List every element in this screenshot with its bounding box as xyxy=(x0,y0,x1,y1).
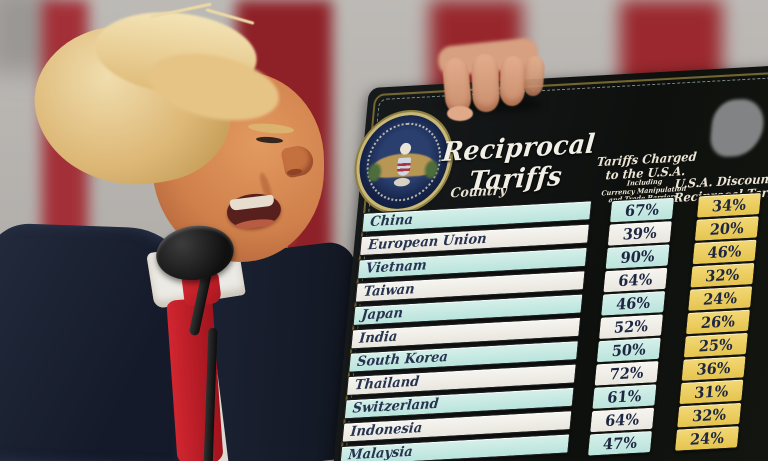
reciprocal-tariffs-board: Reciprocal Tariffs Country Tariffs Charg… xyxy=(329,62,768,461)
thumb xyxy=(447,106,473,121)
tariff-charged-cell: 47% xyxy=(586,429,654,457)
seal-arrows xyxy=(424,160,439,179)
finger xyxy=(499,55,526,107)
discounted-tariff-cell: 24% xyxy=(673,425,741,452)
finger xyxy=(470,53,501,113)
